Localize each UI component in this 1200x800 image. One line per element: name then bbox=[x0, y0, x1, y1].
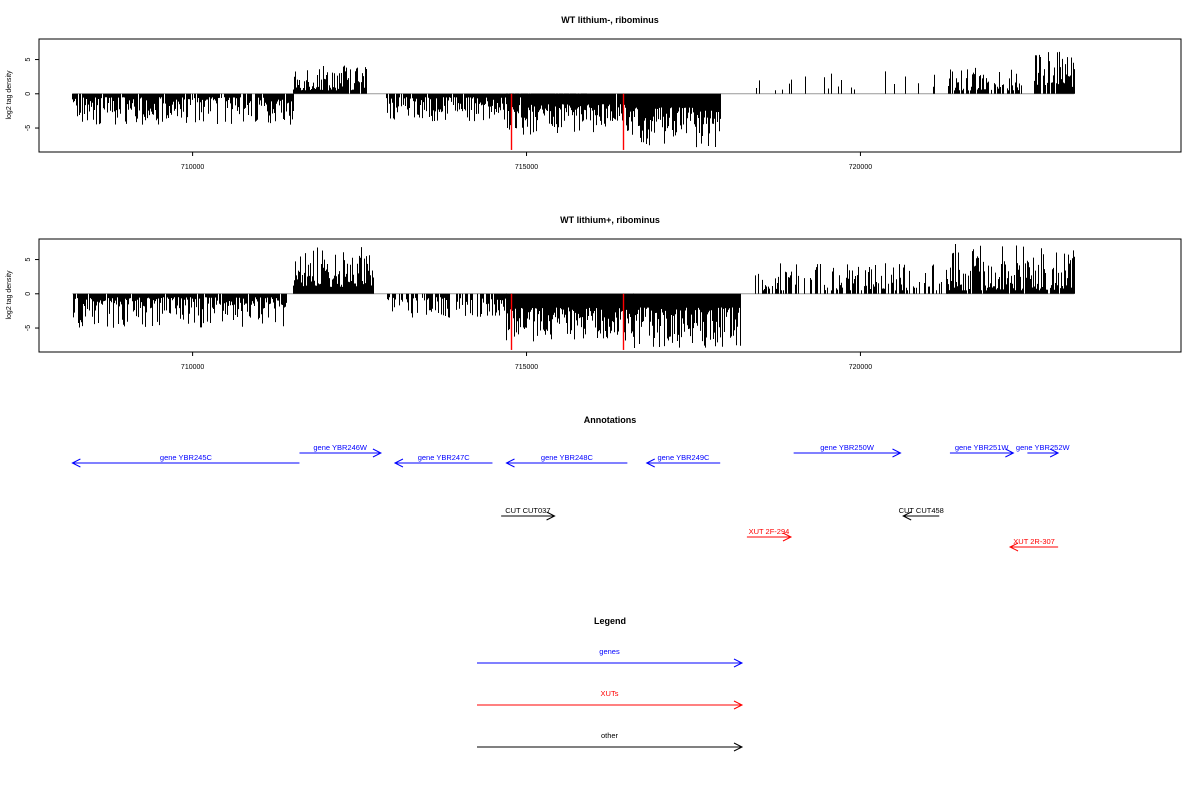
annotation-label: gene YBR248C bbox=[541, 453, 594, 462]
axes-layer: -5 0 5 710000 715000 720000 bbox=[25, 57, 872, 171]
track-panel-lithium-minus: WT lithium-, ribominus log2 tag density … bbox=[6, 15, 1182, 171]
x-tick-label: 715000 bbox=[515, 364, 538, 371]
panel-title: WT lithium+, ribominus bbox=[560, 215, 660, 225]
annotation-gene-arrow: gene YBR251W bbox=[949, 443, 1015, 458]
arrow-head bbox=[372, 448, 383, 458]
bars-layer bbox=[72, 243, 1075, 350]
annotation-label: gene YBR251W bbox=[955, 443, 1010, 452]
x-tick-label: 710000 bbox=[181, 164, 204, 171]
plot-frame bbox=[38, 38, 1182, 153]
annotation-label: gene YBR249C bbox=[657, 453, 710, 462]
x-tick-label: 710000 bbox=[181, 364, 204, 371]
arrow-head bbox=[645, 458, 655, 468]
arrow-head bbox=[902, 511, 912, 521]
annotation-label: gene YBR250W bbox=[820, 443, 875, 452]
legend-item: other bbox=[477, 731, 744, 752]
x-tick-label: 720000 bbox=[849, 164, 872, 171]
arrow-head bbox=[71, 458, 81, 468]
arrow-head bbox=[1049, 448, 1060, 458]
annotation-label: gene YBR245C bbox=[160, 453, 213, 462]
legend-item: genes bbox=[477, 647, 744, 668]
annotation-xut-arrow: XUT 2F-294 bbox=[746, 527, 793, 542]
arrow-head bbox=[505, 458, 515, 468]
arrow-head bbox=[393, 458, 404, 468]
y-tick-label: 0 bbox=[25, 292, 32, 296]
arrow-head bbox=[892, 448, 902, 458]
annotation-gene-arrow: gene YBR249C bbox=[645, 453, 721, 468]
arrow-head bbox=[1005, 448, 1015, 458]
legend-arrow-head bbox=[733, 658, 744, 668]
legend-arrow-head bbox=[733, 700, 744, 710]
annotation-label: CUT CUT458 bbox=[899, 506, 944, 515]
annotation-gene-arrow: gene YBR252W bbox=[1016, 443, 1071, 458]
arrow-head bbox=[546, 511, 556, 521]
panel-title: WT lithium-, ribominus bbox=[561, 15, 659, 25]
y-tick-label: -5 bbox=[25, 125, 32, 131]
annotation-label: gene YBR252W bbox=[1016, 443, 1071, 452]
x-tick-label: 715000 bbox=[515, 164, 538, 171]
arrow-head bbox=[782, 532, 793, 542]
legend-label: other bbox=[601, 731, 619, 740]
y-axis-label: log2 tag density bbox=[6, 70, 13, 120]
legend-panel: Legend genes XUTs other bbox=[477, 616, 744, 752]
y-tick-label: 0 bbox=[25, 92, 32, 96]
y-axis-label: log2 tag density bbox=[6, 270, 13, 320]
legend-items: genes XUTs other bbox=[477, 647, 744, 752]
annotation-label: XUT 2R-307 bbox=[1013, 537, 1055, 546]
annotation-label: gene YBR247C bbox=[418, 453, 471, 462]
annotation-other-arrow: CUT CUT037 bbox=[501, 506, 556, 521]
annotation-label: gene YBR246W bbox=[313, 443, 368, 452]
legend-item: XUTs bbox=[477, 689, 744, 710]
annotation-gene-arrow: gene YBR250W bbox=[793, 443, 902, 458]
annotations-title: Annotations bbox=[584, 415, 637, 425]
annotation-label: XUT 2F-294 bbox=[749, 527, 790, 536]
track-panel-lithium-plus: WT lithium+, ribominus log2 tag density … bbox=[6, 215, 1182, 371]
y-tick-label: -5 bbox=[25, 325, 32, 331]
annotation-gene-arrow: gene YBR247C bbox=[393, 453, 493, 468]
legend-arrow-head bbox=[733, 742, 744, 752]
annotation-xut-arrow: XUT 2R-307 bbox=[1008, 537, 1059, 552]
annotation-label: CUT CUT037 bbox=[505, 506, 550, 515]
annotation-gene-arrow: gene YBR245C bbox=[71, 453, 300, 468]
arrow-head bbox=[1008, 542, 1019, 552]
bars-layer bbox=[72, 51, 1075, 150]
plot-frame bbox=[38, 238, 1182, 353]
legend-label: genes bbox=[599, 647, 620, 656]
annotation-gene-arrow: gene YBR246W bbox=[299, 443, 383, 458]
annotation-features: gene YBR245C gene YBR246W gene YBR247C gene… bbox=[71, 443, 1071, 552]
annotation-gene-arrow: gene YBR248C bbox=[505, 453, 628, 468]
axes-layer: -5 0 5 710000 715000 720000 bbox=[25, 257, 872, 371]
y-tick-label: 5 bbox=[25, 57, 32, 61]
x-tick-label: 720000 bbox=[849, 364, 872, 371]
annotation-other-arrow: CUT CUT458 bbox=[899, 506, 944, 521]
legend-label: XUTs bbox=[601, 689, 619, 698]
y-tick-label: 5 bbox=[25, 257, 32, 261]
legend-title: Legend bbox=[594, 616, 626, 626]
